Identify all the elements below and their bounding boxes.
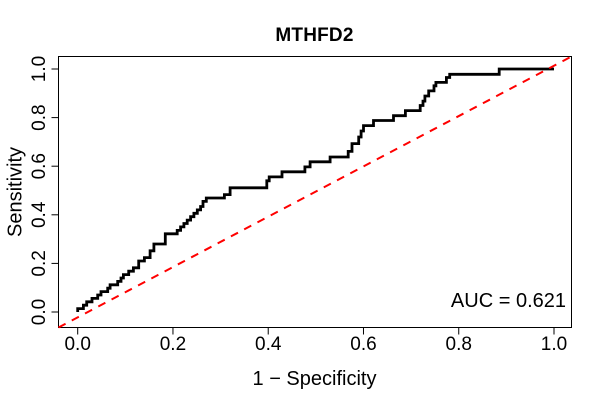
- plot-box: [58, 56, 572, 328]
- y-tick-label: 1.0: [29, 56, 50, 82]
- x-tick-label: 0.6: [350, 334, 376, 355]
- reference-line: [58, 55, 572, 329]
- y-tick-label: 0.8: [29, 104, 50, 130]
- x-tick-label: 0.2: [160, 334, 186, 355]
- x-axis-label: 1 − Specificity: [252, 368, 377, 390]
- x-tick-label: 0.4: [255, 334, 282, 355]
- chart-title: MTHFD2: [275, 25, 354, 46]
- x-tick-label: 1.0: [541, 334, 567, 355]
- y-tick-label: 0.4: [29, 201, 50, 228]
- x-tick-label: 0.0: [64, 334, 90, 355]
- roc-curve: [76, 67, 554, 312]
- y-tick-label: 0.6: [29, 153, 50, 179]
- y-tick-label: 0.0: [29, 299, 50, 325]
- y-axis-label: Sensitivity: [4, 146, 27, 238]
- x-tick-label: 0.8: [446, 334, 472, 355]
- auc-annotation: AUC = 0.621: [450, 290, 566, 312]
- y-tick-label: 0.2: [29, 250, 50, 276]
